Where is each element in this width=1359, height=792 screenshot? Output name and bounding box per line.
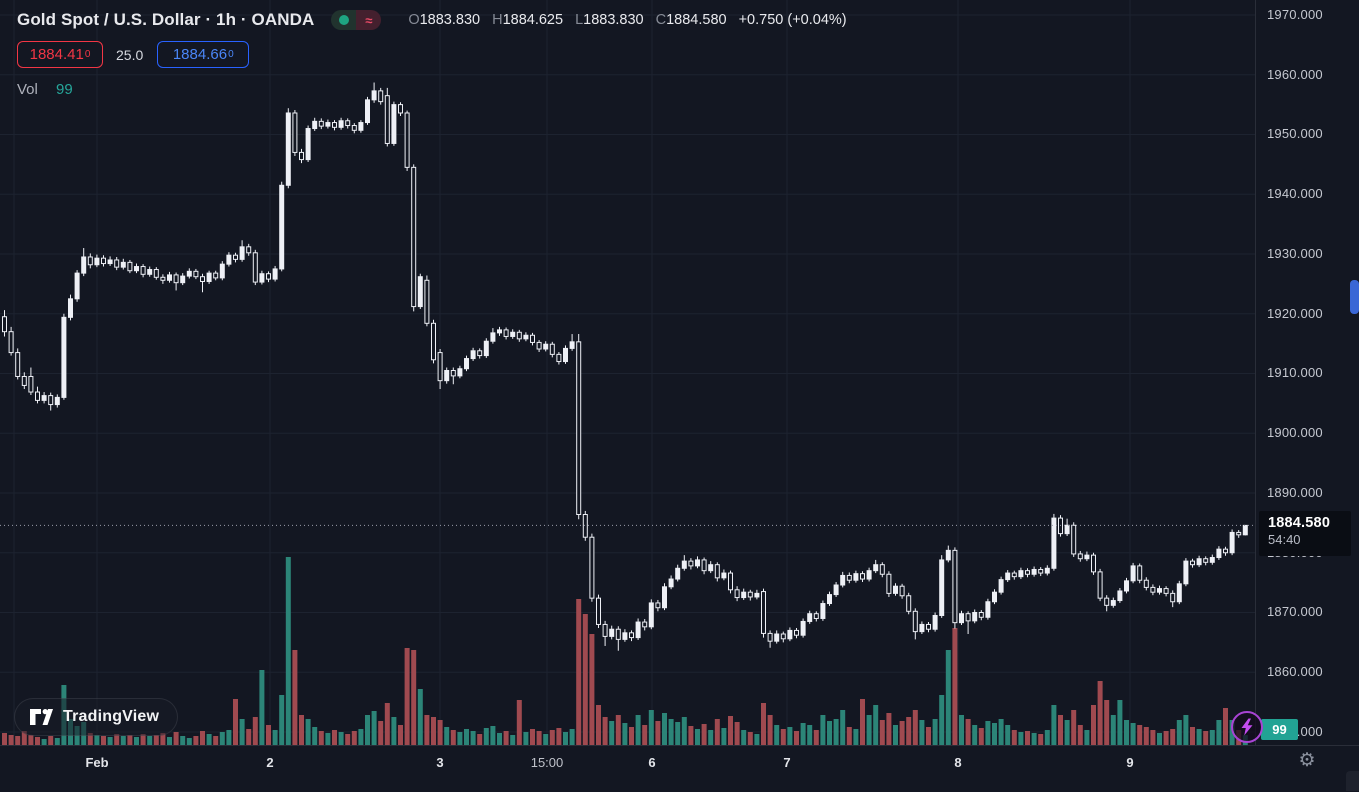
time-axis-label: 2: [266, 755, 274, 770]
price-axis[interactable]: 1970.000 1960.000 1950.000 1940.000 1930.000…: [1255, 0, 1359, 745]
high-label: H: [492, 12, 503, 28]
instant-order-button[interactable]: [1231, 711, 1263, 743]
open-value: 1883.830: [419, 12, 481, 28]
bid-price: 1884.41: [29, 46, 84, 63]
time-axis-label: 8: [954, 755, 962, 770]
tradingview-logo[interactable]: TradingView: [14, 698, 179, 736]
price-axis-label: 1960.000: [1267, 66, 1323, 82]
last-price-label: 1884.580 54:40: [1259, 511, 1351, 557]
price-axis-label: 1970.000: [1267, 6, 1323, 22]
close-value: 1884.580: [666, 12, 727, 28]
time-axis-label: 7: [783, 755, 791, 770]
bid-price-fraction: 0: [84, 49, 91, 60]
price-axis-label: 1920.000: [1267, 305, 1323, 321]
low-label: L: [575, 12, 584, 28]
time-axis-label: 6: [648, 755, 656, 770]
market-open-dot-icon: [338, 15, 349, 25]
ohlc-values: O1883.830 H1884.625 L1883.830 C1884.580 …: [408, 12, 846, 28]
low-value: 1883.830: [583, 12, 644, 28]
lightning-icon: [1241, 718, 1253, 736]
last-price-value: 1884.580: [1268, 515, 1331, 532]
volume-axis-badge: 99: [1261, 719, 1298, 740]
price-axis-label: 1950.000: [1267, 126, 1323, 142]
symbol-title[interactable]: Gold Spot / U.S. Dollar · 1h · OANDA: [17, 10, 315, 29]
time-axis-label: 3: [436, 755, 444, 770]
open-label: O: [408, 12, 420, 28]
price-axis-label: 1930.000: [1267, 245, 1323, 261]
time-axis-label: Feb: [85, 755, 109, 770]
market-status-toggle[interactable]: ≈: [331, 10, 382, 30]
high-value: 1884.625: [502, 12, 564, 28]
price-axis-label: 1860.000: [1267, 664, 1323, 680]
time-axis[interactable]: Feb 2 3 15:00 6 7 8 9: [0, 745, 1359, 792]
volume-value: 99: [56, 81, 73, 98]
time-axis-label: 9: [1126, 755, 1134, 770]
chart-canvas[interactable]: [0, 0, 1255, 745]
tradingview-logo-text: TradingView: [63, 708, 160, 725]
scrollbar-thumb[interactable]: [1350, 280, 1359, 314]
price-axis-label: 1900.000: [1267, 425, 1323, 441]
candlestick-chart[interactable]: [0, 0, 1255, 745]
ask-price-fraction: 0: [228, 49, 234, 60]
time-axis-label: 15:00: [530, 755, 564, 770]
ask-price: 1884.66: [172, 46, 228, 63]
volume-label: Vol: [17, 81, 38, 98]
gear-icon: ⚙: [1298, 750, 1316, 771]
price-axis-label: 1940.000: [1267, 186, 1323, 202]
chart-legend: Gold Spot / U.S. Dollar · 1h · OANDA ≈ O…: [17, 10, 847, 98]
price-axis-label: 1910.000: [1267, 365, 1323, 381]
change-value: +0.750 (+0.04%): [738, 12, 847, 28]
sell-button[interactable]: 1884.41 0: [17, 41, 103, 68]
price-axis-label: 1870.000: [1267, 604, 1323, 620]
price-axis-label: 1890.000: [1267, 484, 1323, 500]
bar-countdown: 54:40: [1268, 532, 1301, 548]
approx-price-icon: ≈: [365, 12, 373, 28]
spread-value: 25.0: [116, 46, 144, 63]
scroll-corner-widget[interactable]: [1346, 771, 1359, 791]
volume-indicator-legend[interactable]: Vol 99: [17, 81, 847, 98]
close-label: C: [655, 12, 667, 28]
tradingview-logo-icon: [30, 708, 53, 725]
timezone-settings-button[interactable]: ⚙: [1295, 749, 1319, 773]
buy-button[interactable]: 1884.66 0: [157, 41, 250, 68]
